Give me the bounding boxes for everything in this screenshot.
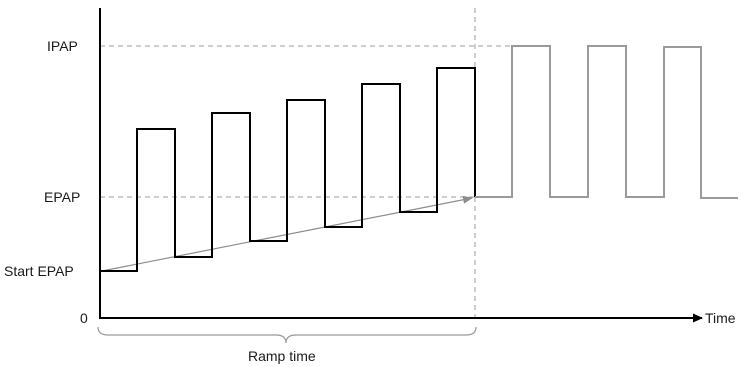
ipap-label: IPAP — [47, 38, 78, 54]
ramp-waveform — [100, 67, 476, 272]
start-epap-label: Start EPAP — [4, 263, 74, 279]
ramp-time-label: Ramp time — [248, 348, 316, 364]
epap-label: EPAP — [44, 189, 80, 205]
steady-waveform — [475, 45, 738, 199]
time-axis-label: Time — [705, 310, 736, 326]
ramp-time-brace — [97, 326, 477, 344]
zero-label: 0 — [80, 310, 88, 326]
